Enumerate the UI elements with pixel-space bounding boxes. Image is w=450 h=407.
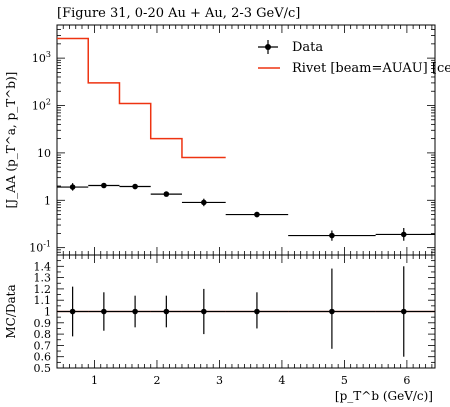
mc-histogram-line (57, 37, 226, 159)
y-tick-label: 1 (44, 194, 51, 207)
legend-data-label: Data (292, 40, 323, 55)
ratio-y-tick-label: 0.6 (34, 351, 52, 364)
data-point (254, 211, 260, 218)
ratio-data-point (400, 308, 407, 315)
x-tick-label: 3 (216, 374, 223, 387)
ratio-y-tick-label: 1 (44, 306, 51, 319)
main-frame (56, 24, 436, 256)
x-tick-label: 6 (403, 374, 410, 387)
data-point (69, 184, 76, 190)
data-point (101, 182, 107, 189)
data-point (329, 232, 335, 239)
ratio-y-tick-label: 0.7 (34, 339, 52, 352)
legend: Data Rivet [beam=AUAU] [cen (258, 40, 450, 76)
ratio-data-point (163, 308, 170, 315)
x-tick-label: 1 (91, 374, 98, 387)
ratio-y-tick-label: 1.4 (34, 260, 52, 273)
data-point (201, 199, 207, 206)
ratio-y-tick-label: 0.5 (34, 362, 52, 375)
data-point (400, 231, 407, 238)
data-point (132, 183, 138, 190)
y-tick-label: 102 (32, 98, 51, 113)
ratio-data-point (69, 308, 76, 315)
ratio-data-point (132, 308, 138, 315)
ratio-y-tick-label: 0.9 (34, 317, 52, 330)
x-tick-label: 2 (153, 374, 160, 387)
x-tick-label: 4 (278, 374, 285, 387)
ratio-data-point (254, 308, 260, 315)
chart-title: [Figure 31, 0-20 Au + Au, 2-3 GeV/c] (57, 6, 300, 21)
y-axis-label: [J_AA (p_T^a, p_T^b)] (4, 72, 18, 209)
ratio-data-point (201, 308, 207, 315)
ratio-panel: 0.50.60.70.80.911.11.21.31.41 2 3 4 5 6MC/Dat… (4, 254, 436, 403)
ratio-data-point (329, 308, 335, 315)
y-tick-label: 10-1 (29, 240, 51, 255)
data-point (163, 191, 170, 197)
ratio-y-tick-label: 0.8 (34, 328, 52, 341)
ratio-y-tick-label: 1.3 (34, 272, 52, 285)
x-tick-label: 5 (341, 374, 348, 387)
ratio-data-point (101, 308, 107, 315)
y-tick-label: 10 (37, 147, 51, 160)
y-tick-label: 103 (32, 50, 51, 65)
ratio-y-axis-label: MC/Data (4, 284, 18, 338)
legend-data-marker (265, 44, 271, 50)
x-axis-label: [p_T^b (GeV/c)] (335, 389, 433, 403)
ratio-y-tick-label: 1.1 (34, 294, 52, 307)
ratio-y-tick-label: 1.2 (34, 283, 52, 296)
legend-mc-label: Rivet [beam=AUAU] [cen (292, 61, 450, 76)
main-panel: 10-1 1 10 102 103 [J_AA (p_T^a, p_T^b)] (4, 24, 436, 256)
